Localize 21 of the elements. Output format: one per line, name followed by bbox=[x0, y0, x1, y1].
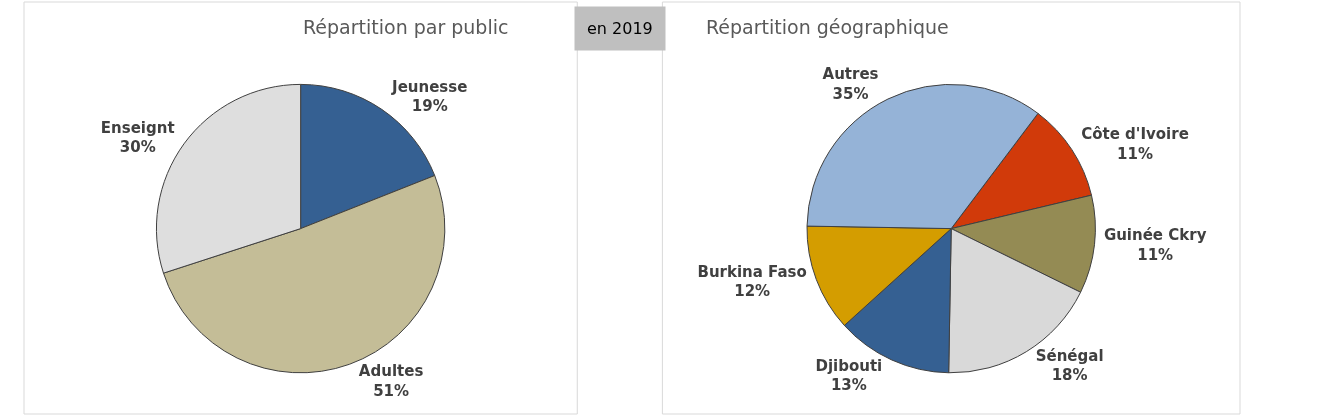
slice-label: Côte d'Ivoire bbox=[1081, 125, 1189, 144]
slice-label: Guinée Ckry bbox=[1103, 226, 1207, 245]
data-label: 13% bbox=[830, 376, 867, 395]
slice-label: Autres bbox=[822, 65, 879, 84]
slice-label: Enseignt bbox=[100, 118, 175, 137]
data-label: 30% bbox=[119, 138, 156, 157]
text: en 2019 bbox=[587, 19, 653, 38]
data-label: 51% bbox=[373, 381, 410, 400]
slice-label: Djibouti bbox=[815, 356, 883, 375]
data-label: 11% bbox=[1137, 245, 1174, 264]
chart-title: Répartition par public bbox=[303, 16, 509, 38]
chart-title: Répartition géographique bbox=[706, 16, 949, 38]
slice-label: Sénégal bbox=[1035, 346, 1104, 365]
slice-label: Burkina Faso bbox=[697, 262, 807, 281]
data-label: 18% bbox=[1051, 366, 1088, 385]
slice-label: Jeunesse bbox=[391, 77, 468, 96]
slice-label: Adultes bbox=[358, 362, 424, 381]
data-label: 35% bbox=[832, 84, 869, 103]
data-label: 19% bbox=[411, 97, 448, 116]
data-label: 11% bbox=[1117, 144, 1153, 163]
data-label: 12% bbox=[734, 282, 771, 301]
